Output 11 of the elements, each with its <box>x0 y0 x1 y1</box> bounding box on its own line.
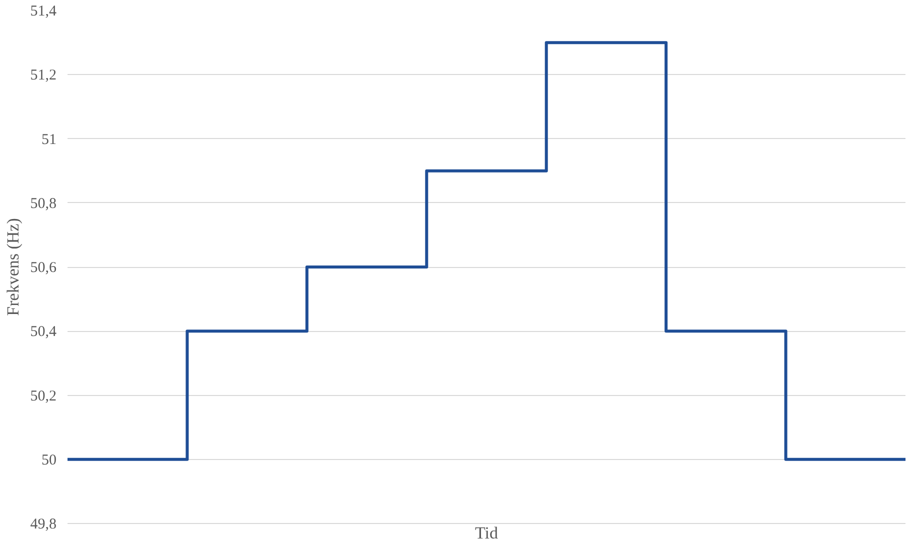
y-tick-label: 49,8 <box>30 516 56 532</box>
y-tick-label: 51,2 <box>30 68 56 84</box>
y-tick-label: 51,4 <box>30 4 57 20</box>
y-tick-label: 51 <box>42 132 56 148</box>
y-tick-label: 50,8 <box>30 196 56 212</box>
x-axis-title: Tid <box>474 524 499 542</box>
y-tick-label: 50 <box>42 452 56 468</box>
y-tick-label: 50,6 <box>30 260 57 276</box>
y-axis-title: Frekvens (Hz) <box>3 218 22 316</box>
y-tick-label: 50,2 <box>30 388 56 404</box>
y-tick-label: 50,4 <box>30 324 57 340</box>
